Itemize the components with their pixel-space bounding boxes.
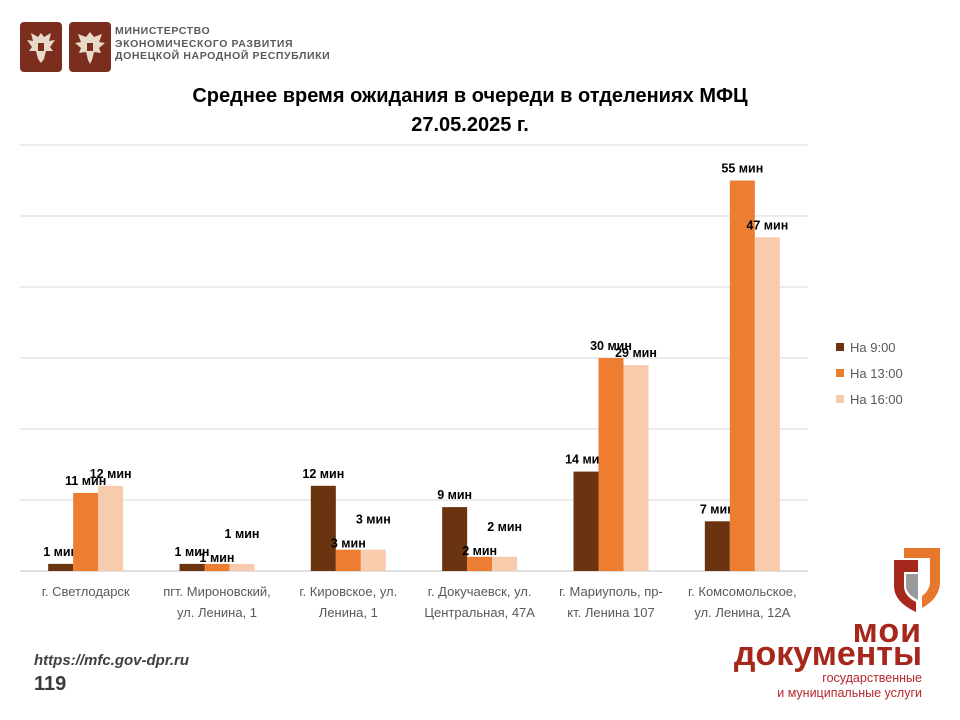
- bar: [179, 563, 205, 571]
- data-label: 2 мин: [487, 520, 522, 534]
- data-label: 1 мин: [43, 545, 78, 559]
- data-label: 29 мин: [615, 346, 657, 360]
- bar: [73, 492, 99, 571]
- legend-swatch: [836, 395, 844, 403]
- brand-subtitle-line1: государственные: [822, 671, 922, 685]
- x-tick-label: г. Кировское, ул.: [299, 584, 397, 599]
- chart-legend: На 9:00 На 13:00 На 16:00: [836, 334, 903, 412]
- data-label: 14 мин: [565, 453, 607, 467]
- bar: [360, 549, 386, 571]
- bar: [204, 563, 230, 571]
- ministry-name: МИНИСТЕРСТВО ЭКОНОМИЧЕСКОГО РАЗВИТИЯ ДОН…: [115, 25, 375, 63]
- legend-swatch: [836, 369, 844, 377]
- x-tick-label: пгт. Мироновский,: [163, 584, 271, 599]
- data-label: 12 мин: [302, 467, 344, 481]
- legend-label: На 9:00: [850, 339, 896, 355]
- legend-label: На 16:00: [850, 391, 903, 407]
- moi-dokumenty-logo-icon: [894, 548, 940, 612]
- data-label: 11 мин: [65, 474, 106, 488]
- x-tick-label: кт. Ленина 107: [567, 605, 654, 620]
- ministry-line: ДОНЕЦКОЙ НАРОДНОЙ РЕСПУБЛИКИ: [115, 50, 331, 62]
- data-label: 47 мин: [746, 218, 788, 232]
- bar: [335, 549, 361, 571]
- x-tick-label: г. Комсомольское,: [688, 584, 797, 599]
- bar: [98, 485, 124, 571]
- ministry-line: МИНИСТЕРСТВО: [115, 25, 211, 37]
- bar: [573, 471, 599, 571]
- legend-item: На 9:00: [836, 334, 903, 360]
- bar: [754, 237, 780, 572]
- x-tick-label: г. Мариуполь, пр-: [559, 584, 663, 599]
- data-label: 30 мин: [590, 339, 632, 353]
- chart-title-date: 27.05.2025 г.: [411, 114, 529, 136]
- legend-label: На 13:00: [850, 365, 903, 381]
- x-tick-label: Ленина, 1: [319, 605, 378, 620]
- bar: [229, 563, 255, 571]
- chart-title-line: Среднее время ожидания в очереди в отдел…: [192, 85, 748, 107]
- data-label: 1 мин: [200, 551, 235, 565]
- data-label: 3 мин: [356, 513, 391, 527]
- chart-title: Среднее время ожидания в очереди в отдел…: [120, 82, 820, 140]
- brand-subtitle-line2: и муниципальные услуги: [777, 686, 922, 700]
- bar: [492, 556, 518, 571]
- bar: [310, 485, 336, 571]
- x-tick-label: Центральная, 47А: [424, 605, 535, 620]
- data-label: 3 мин: [331, 537, 366, 551]
- legend-item: На 16:00: [836, 386, 903, 412]
- data-label: 7 мин: [700, 502, 735, 516]
- x-tick-label: г. Докучаевск, ул.: [428, 584, 532, 599]
- bar: [48, 563, 74, 571]
- bar: [442, 507, 468, 571]
- legend-item: На 13:00: [836, 360, 903, 386]
- bar: [623, 365, 649, 571]
- footer-url: https://mfc.gov-dpr.ru: [34, 652, 189, 669]
- ministry-line: ЭКОНОМИЧЕСКОГО РАЗВИТИЯ: [115, 37, 294, 50]
- bar: [729, 180, 755, 571]
- brand-name-line1: мои: [852, 612, 922, 650]
- russian-eagle-icon: [20, 22, 62, 72]
- data-label: 1 мин: [175, 545, 210, 559]
- brand-name-line2: документы: [733, 635, 922, 673]
- x-tick-label: г. Светлодарск: [42, 584, 130, 599]
- data-label: 2 мин: [462, 544, 497, 558]
- page-number: 119: [34, 673, 67, 695]
- x-tick-label: ул. Ленина, 1: [177, 605, 257, 620]
- bar: [704, 521, 730, 571]
- legend-swatch: [836, 343, 844, 351]
- data-label: 9 мин: [437, 488, 472, 502]
- bar: [467, 556, 493, 571]
- data-label: 12 мин: [90, 467, 132, 481]
- data-label: 1 мин: [225, 527, 260, 541]
- bar: [598, 358, 624, 571]
- data-label: 55 мин: [721, 162, 763, 176]
- x-tick-label: ул. Ленина, 12А: [694, 605, 790, 620]
- dpr-eagle-icon: [69, 22, 111, 72]
